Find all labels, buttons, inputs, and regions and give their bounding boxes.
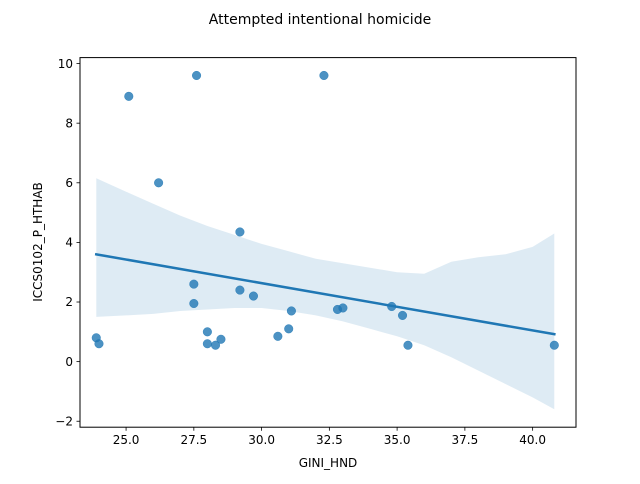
data-point xyxy=(403,340,413,350)
y-axis-ticks: −2 0 2 4 6 8 10 xyxy=(55,57,80,428)
data-point xyxy=(235,227,245,237)
x-tick-label: 32.5 xyxy=(316,433,343,447)
x-tick-label: 35.0 xyxy=(384,433,411,447)
data-point xyxy=(549,340,559,350)
y-tick-label: 4 xyxy=(65,236,73,250)
x-tick-label: 25.0 xyxy=(113,433,140,447)
y-axis-label: ICCS0102_P_HTHAB xyxy=(31,182,45,302)
x-tick-label: 30.0 xyxy=(248,433,275,447)
y-tick-label: −2 xyxy=(55,414,73,428)
x-axis-ticks: 25.0 27.5 30.0 32.5 35.0 37.5 40.0 xyxy=(113,427,546,447)
data-point xyxy=(124,91,134,101)
regression-line xyxy=(94,252,556,336)
points-layer xyxy=(91,70,559,350)
data-point xyxy=(154,178,164,188)
data-point xyxy=(191,70,202,81)
data-point xyxy=(189,279,199,289)
data-point xyxy=(202,327,212,337)
data-point xyxy=(210,340,221,350)
y-tick-label: 2 xyxy=(65,295,73,309)
data-point xyxy=(202,339,212,349)
y-tick-label: 8 xyxy=(65,116,73,130)
chart-title: Attempted intentional homicide xyxy=(209,12,431,28)
x-tick-label: 37.5 xyxy=(452,433,479,447)
data-point xyxy=(235,285,245,295)
data-point xyxy=(286,306,296,316)
data-point xyxy=(338,303,348,313)
data-point xyxy=(189,298,199,309)
regression-line-layer xyxy=(94,252,556,336)
data-point xyxy=(273,331,283,341)
data-point xyxy=(319,70,329,81)
data-point xyxy=(387,301,397,312)
data-point xyxy=(216,334,226,344)
x-axis-label: GINI_HND xyxy=(299,456,358,470)
y-tick-label: 6 xyxy=(65,176,73,190)
data-point xyxy=(248,291,259,301)
y-tick-label: 0 xyxy=(65,355,73,369)
data-point xyxy=(284,324,294,334)
y-tick-label: 10 xyxy=(58,57,73,71)
data-point xyxy=(94,339,104,349)
data-point xyxy=(397,310,408,320)
x-tick-label: 27.5 xyxy=(180,433,207,447)
x-tick-label: 40.0 xyxy=(519,433,546,447)
